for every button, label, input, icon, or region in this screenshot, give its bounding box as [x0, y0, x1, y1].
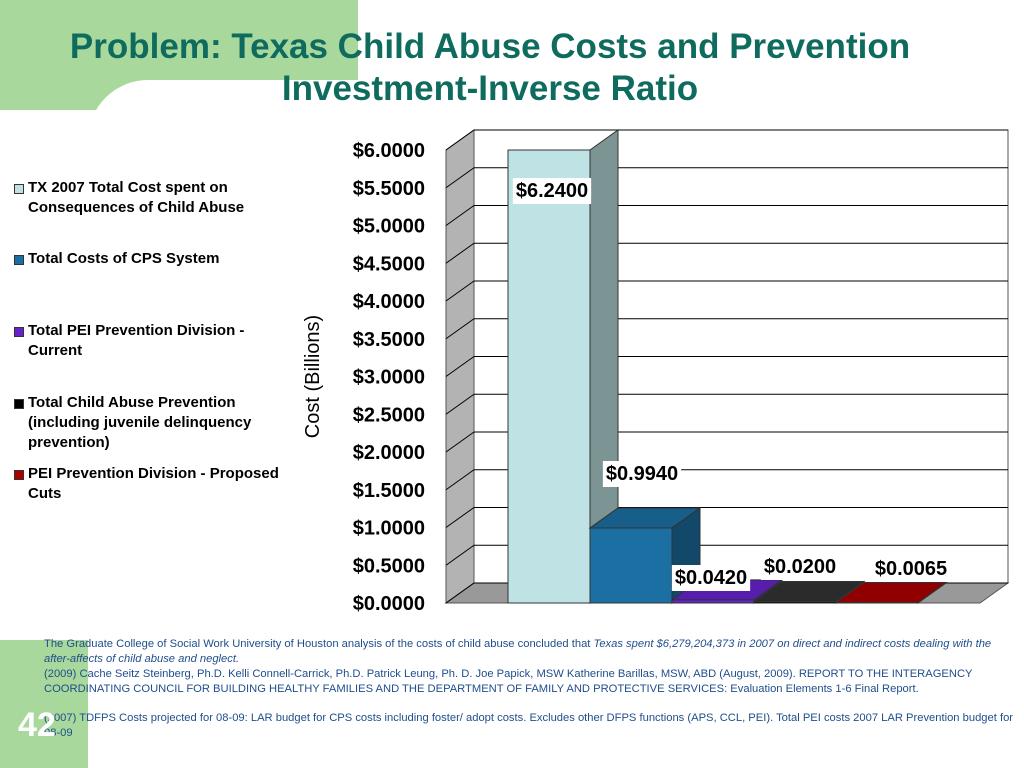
bar-top	[834, 582, 948, 604]
legend-label: Total PEI Prevention Division - Current	[28, 322, 245, 359]
bottom-left-green-shape	[0, 640, 88, 768]
y-tick-label: $3.0000	[353, 367, 425, 389]
data-label-background	[671, 565, 751, 591]
y-axis-label: Cost (Billions)	[302, 315, 324, 438]
data-label-background	[871, 556, 951, 582]
gridline-side	[445, 469, 475, 491]
legend-label: TX 2007 Total Cost spent on Consequences…	[28, 179, 245, 216]
bar-top	[752, 580, 866, 602]
footnote: The Graduate College of Social Work Univ…	[44, 637, 1014, 741]
gridline-side	[445, 356, 475, 377]
legend-item-consequences: TX 2007 Total Cost spent on Consequences…	[14, 178, 298, 218]
bar	[589, 527, 673, 604]
legend-item-total-prevention: Total Child Abuse Prevention (including …	[14, 393, 298, 453]
legend-label: Total Costs of CPS System	[28, 250, 220, 267]
y-tick-label: $0.5000	[353, 555, 425, 577]
gridline-side	[445, 167, 475, 189]
y-tick-label: $4.0000	[353, 291, 425, 313]
gridline-side	[445, 280, 475, 302]
data-label-background	[760, 554, 840, 580]
gridline-side	[445, 242, 475, 264]
legend-swatch	[14, 470, 24, 480]
legend-item-cps: Total Costs of CPS System	[14, 249, 298, 269]
data-label: $0.0200	[764, 556, 836, 578]
bar-chart: $0.0000 $0.5000 $1.0000 $1.5000 $2.0000 $2.50…	[302, 129, 1010, 615]
legend-swatch	[14, 255, 24, 265]
legend-swatch	[14, 327, 24, 337]
bar	[507, 149, 591, 604]
legend-swatch	[14, 184, 24, 194]
y-tick-label: $2.5000	[353, 404, 425, 426]
gridline-side	[445, 431, 475, 453]
y-tick-label: $1.5000	[353, 480, 425, 502]
data-label: $0.0065	[875, 558, 947, 580]
y-tick-label: $3.5000	[353, 329, 425, 351]
footnote-line3: (2007) TDFPS Costs projected for 08-09: …	[44, 712, 1014, 739]
footnote-line1-text: The Graduate College of Social Work Univ…	[44, 638, 594, 650]
y-tick-label: $5.5000	[353, 178, 425, 200]
gridline-side	[445, 507, 475, 528]
legend-label: PEI Prevention Division - Proposed Cuts	[28, 465, 279, 502]
legend-label: Total Child Abuse Prevention (including …	[28, 394, 252, 451]
title-area-curve	[88, 80, 428, 150]
legend-item-pei-cuts: PEI Prevention Division - Proposed Cuts	[14, 464, 298, 504]
legend-swatch	[14, 399, 24, 409]
slide-title: Problem: Texas Child Abuse Costs and Pre…	[69, 27, 911, 108]
gridline-side	[445, 205, 475, 226]
y-tick-label: $5.0000	[353, 216, 425, 238]
y-tick-label: $6.0000	[353, 140, 425, 162]
bar-top	[588, 507, 702, 529]
y-tick-label: $0.0000	[353, 593, 425, 615]
gridline-side	[445, 393, 475, 415]
gridline-side	[445, 582, 475, 604]
gridline-side	[445, 544, 475, 566]
slide-number: 42	[18, 706, 56, 744]
data-label: $6.2400	[516, 180, 588, 202]
gridline-side	[445, 129, 475, 151]
y-tick-label: $2.0000	[353, 442, 425, 464]
gridline-side	[445, 318, 475, 340]
legend-item-pei-current: Total PEI Prevention Division - Current	[14, 321, 298, 361]
data-label-background	[602, 461, 682, 487]
y-tick-label: $4.5000	[353, 253, 425, 275]
footnote-line2: (2009) Cache Seitz Steinberg, Ph.D. Kell…	[44, 668, 973, 695]
footnote-line1-quote: Texas spent $6,279,204,373 in 2007 on di…	[44, 638, 992, 665]
y-tick-label: $1.0000	[353, 518, 425, 540]
data-label: $0.0420	[675, 567, 747, 589]
data-label-background	[512, 178, 592, 204]
data-label: $0.9940	[606, 463, 678, 485]
